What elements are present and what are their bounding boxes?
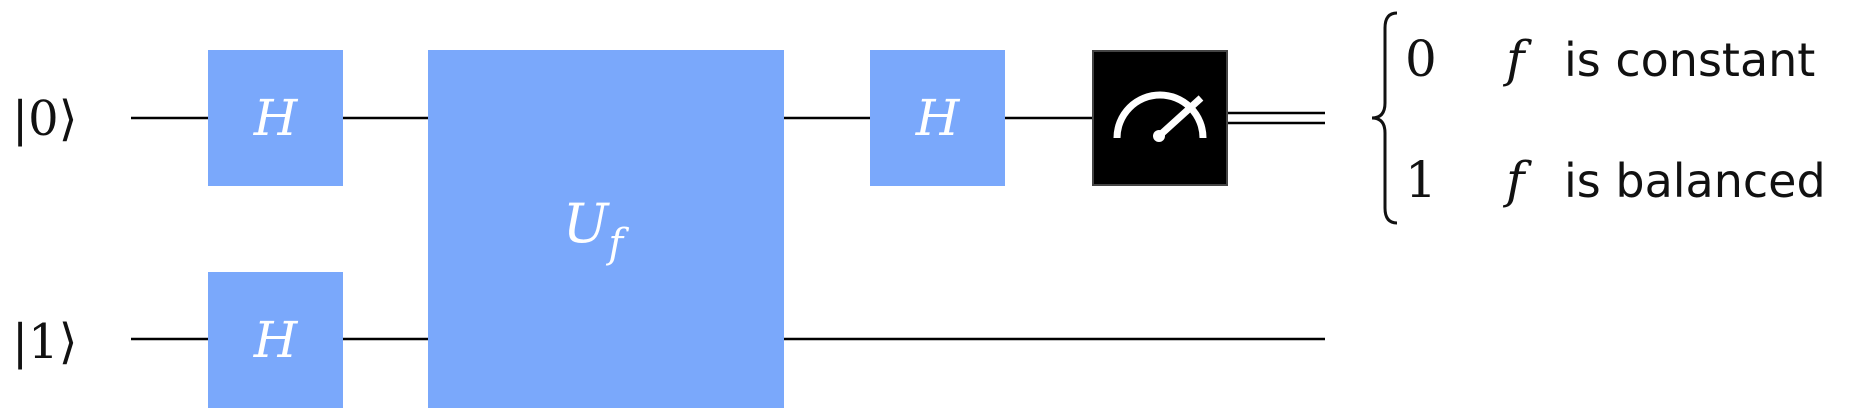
outcome-func-1: f — [1502, 151, 1532, 209]
h-gate-top-1-label: H — [253, 89, 299, 147]
outcome-brace — [1371, 11, 1398, 225]
outcome-value-0: 0 — [1405, 30, 1437, 88]
h-gate-top-2-label: H — [915, 89, 961, 147]
qubit-label-1: |1⟩ — [12, 314, 77, 370]
svg-text:|0⟩: |0⟩ — [12, 91, 77, 147]
meter-icon — [1113, 91, 1207, 142]
h-gate-bottom-1: H — [208, 272, 343, 408]
oracle-gate: Uf — [428, 50, 784, 408]
oracle-main: U — [563, 192, 610, 255]
qubit-label-0: |0⟩ — [12, 91, 77, 147]
ket-bar-1: | — [12, 314, 28, 370]
h-gate-bottom-1-label: H — [253, 311, 299, 369]
h-gate-top-1: H — [208, 50, 343, 186]
outcome-desc-1: is balanced — [1564, 154, 1826, 208]
ket-angle-1: ⟩ — [59, 314, 78, 370]
ket-angle-0: ⟩ — [59, 91, 78, 147]
measurement-gate — [1092, 50, 1228, 186]
outcome-row-0: 0 f is constant — [1405, 30, 1815, 88]
svg-text:|1⟩: |1⟩ — [12, 314, 77, 370]
ket-value-1: 1 — [28, 314, 59, 370]
ket-bar-0: | — [12, 91, 28, 147]
outcome-func-0: f — [1502, 30, 1532, 88]
h-gate-top-2: H — [870, 50, 1005, 186]
outcome-value-1: 1 — [1405, 151, 1437, 209]
outcome-desc-0: is constant — [1564, 33, 1815, 87]
ket-value-0: 0 — [28, 91, 59, 147]
outcome-row-1: 1 f is balanced — [1405, 151, 1826, 209]
